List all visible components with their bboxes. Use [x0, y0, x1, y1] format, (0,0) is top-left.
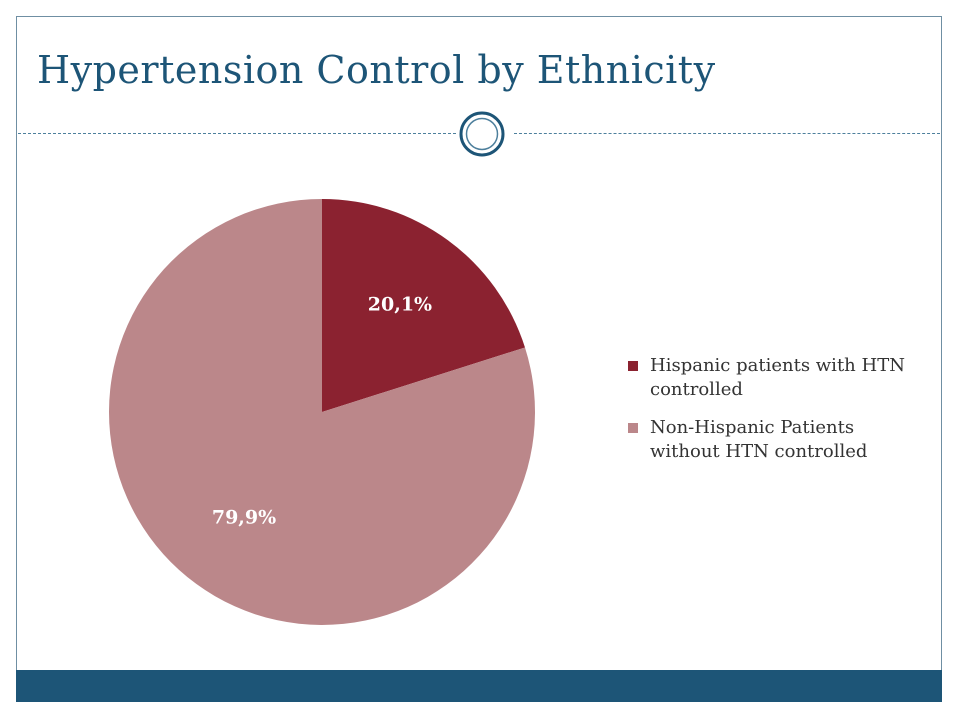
title-divider-right: [514, 133, 940, 134]
pie-slice-hispanic: [322, 199, 525, 412]
legend-label-non-hispanic: Non-Hispanic Patients without HTN contro…: [650, 417, 868, 462]
chart-legend: Hispanic patients with HTN controlled No…: [628, 354, 928, 478]
slide-title: Hypertension Control by Ethnicity: [37, 48, 716, 92]
legend-label-hispanic: Hispanic patients with HTN controlled: [650, 355, 905, 400]
legend-swatch-hispanic: [628, 361, 638, 371]
pie-data-label-non-hispanic: 79,9%: [212, 507, 276, 529]
legend-item-hispanic: Hispanic patients with HTN controlled: [628, 354, 928, 402]
legend-swatch-non-hispanic: [628, 423, 638, 433]
legend-item-non-hispanic: Non-Hispanic Patients without HTN contro…: [628, 416, 928, 464]
pie-data-label-hispanic: 20,1%: [368, 293, 432, 315]
footer-bar: [16, 670, 942, 702]
title-divider-left: [18, 133, 456, 134]
circle-ring-icon: [459, 111, 505, 157]
pie-slice-non-hispanic: [109, 199, 535, 625]
